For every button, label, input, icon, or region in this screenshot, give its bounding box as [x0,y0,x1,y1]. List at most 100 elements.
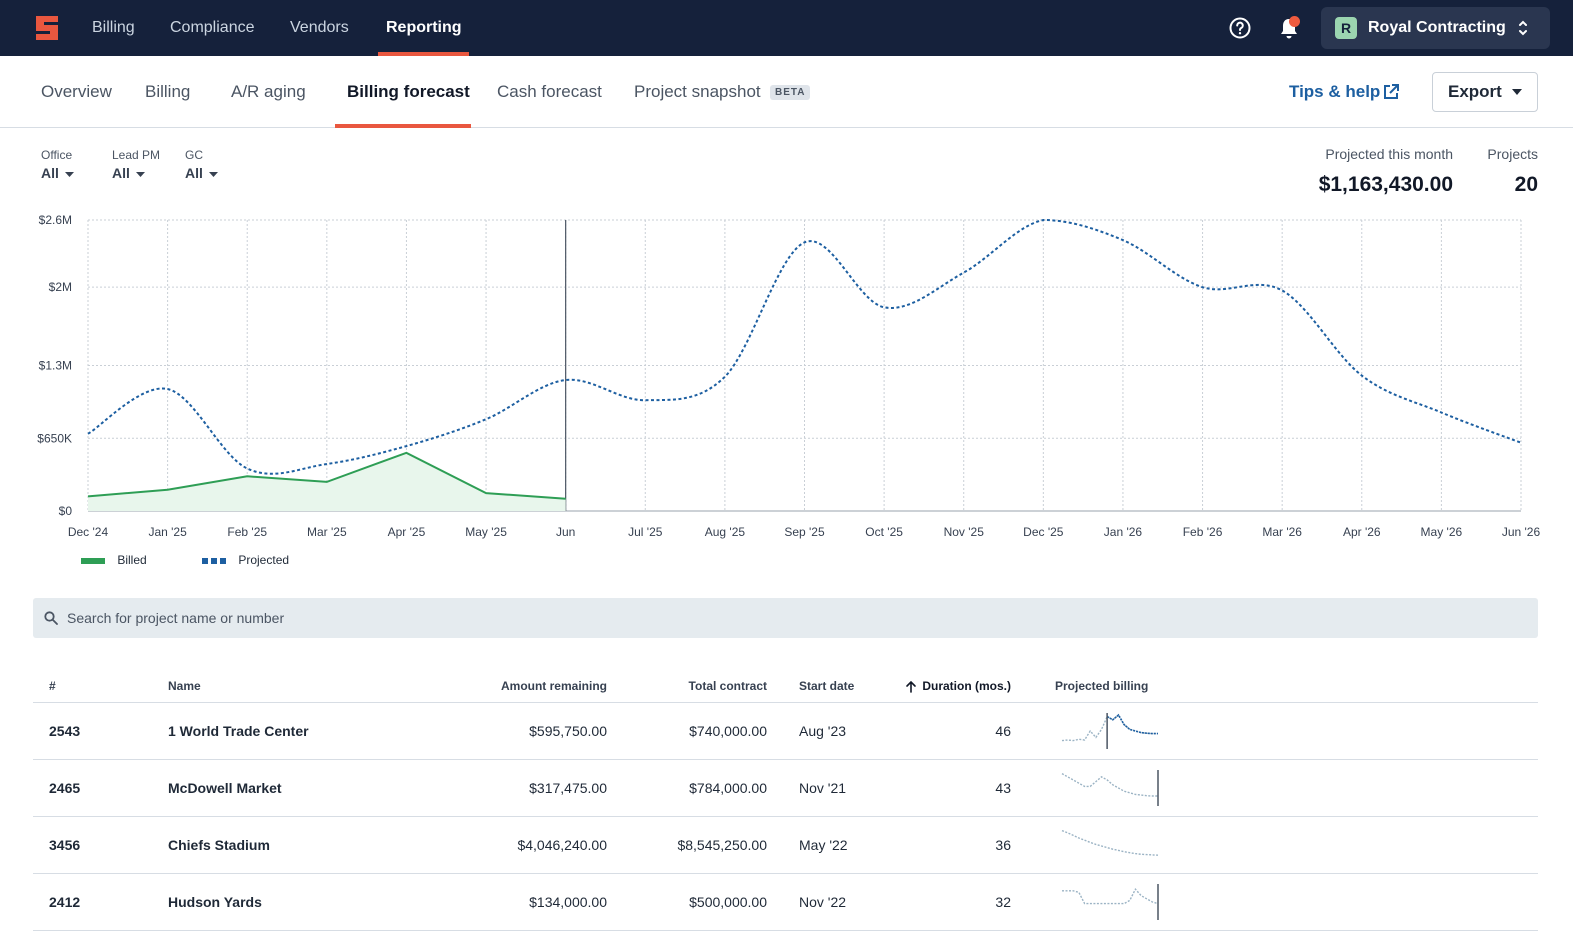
table-row[interactable]: 3456 Chiefs Stadium $4,046,240.00 $8,545,25… [33,817,1538,874]
cell-project-name: McDowell Market [168,780,282,796]
org-avatar: R [1335,17,1357,39]
cell-amount-remaining: $4,046,240.00 [517,837,607,853]
column-header-amount-remaining[interactable]: Amount remaining [500,679,607,693]
metric-projected-this-month: Projected this month $1,163,430.00 [1319,145,1453,199]
column-header-name[interactable]: Name [168,679,201,693]
tab-overview[interactable]: Overview [41,82,112,101]
column-header-projected-billing[interactable]: Projected billing [1055,679,1149,693]
sparkline-series [1062,887,1159,905]
metric-projects-value: 20 [1514,173,1538,196]
x-tick-label: Jul '25 [628,525,663,539]
table-row[interactable]: 2412 Hudson Yards $134,000.00 $500,000.00 No… [33,874,1538,931]
x-tick-label: Feb '25 [227,525,267,539]
filter-lead-pm[interactable]: Lead PM All [112,147,160,183]
help-icon[interactable] [1229,17,1251,39]
sparkline-series [1061,772,1158,797]
cell-duration: 32 [995,894,1011,910]
x-tick-label: Dec '24 [68,525,109,539]
table-row[interactable]: 2543 1 World Trade Center $595,750.00 $740,… [33,703,1538,760]
x-tick-label: Aug '25 [705,525,746,539]
export-button[interactable]: Export [1432,72,1538,112]
billed-swatch-icon [81,557,105,564]
legend-billed-label: Billed [117,553,147,567]
cell-project-name: 1 World Trade Center [168,723,309,739]
topnav-vendors[interactable]: Vendors [290,19,349,36]
tips-help-link[interactable]: Tips & help [1289,82,1381,101]
y-tick-label: $2.6M [39,213,72,227]
y-tick-label: $650K [37,431,72,445]
caret-down-icon [135,171,145,177]
filter-gc-label: GC [185,148,203,162]
filter-gc-value[interactable]: All [185,163,218,183]
sparkline-series [1061,829,1159,856]
topnav-billing[interactable]: Billing [92,19,135,36]
x-tick-label: Jun '26 [1502,525,1541,539]
caret-down-icon [208,171,218,177]
cell-duration: 43 [995,780,1011,796]
tab-project-snapshot[interactable]: Project snapshot [634,82,761,101]
external-link-icon[interactable] [1382,83,1400,101]
filter-lead-pm-value[interactable]: All [112,163,160,183]
projected-billing-sparkline [1061,713,1158,749]
x-tick-label: Apr '26 [1343,525,1381,539]
table-row[interactable]: 2465 McDowell Market $317,475.00 $784,000.0… [33,760,1538,817]
org-name: Royal Contracting [1368,19,1506,36]
tab-billing[interactable]: Billing [145,82,191,101]
cell-amount-remaining: $134,000.00 [529,894,607,910]
cell-total-contract: $740,000.00 [689,723,767,739]
cell-amount-remaining: $317,475.00 [529,780,607,796]
topnav-active-indicator [378,52,469,56]
legend-projected: Projected [202,553,289,567]
metric-projected-value: $1,163,430.00 [1318,173,1453,196]
x-tick-label: Oct '25 [865,525,903,539]
filter-office[interactable]: Office All [41,147,74,183]
x-tick-label: Apr '25 [388,525,426,539]
cell-project-number: 3456 [49,837,81,853]
x-tick-label: Jun [556,525,575,539]
organization-switcher[interactable]: R Royal Contracting [1321,7,1550,49]
cell-duration: 36 [995,837,1011,853]
tab-ar-aging[interactable]: A/R aging [231,82,306,101]
filter-office-label: Office [41,148,73,162]
column-header-number[interactable]: # [49,679,56,693]
billed-series-line [87,451,566,500]
filter-lead-pm-label: Lead PM [112,148,161,162]
cell-project-name: Chiefs Stadium [168,837,270,853]
x-tick-label: Nov '25 [944,525,985,539]
x-tick-label: Jan '25 [148,525,187,539]
top-navigation-bar: Billing Compliance Vendors Reporting R R… [0,0,1573,56]
chevron-up-down-icon [1519,20,1527,36]
cell-start-date: Nov '21 [799,780,847,796]
x-tick-label: Sep '25 [784,525,825,539]
column-header-total-contract[interactable]: Total contract [688,679,767,693]
projected-swatch-icon [202,557,226,564]
tab-cash-forecast[interactable]: Cash forecast [497,82,602,101]
cell-amount-remaining: $595,750.00 [529,723,607,739]
x-tick-label: Mar '26 [1262,525,1302,539]
cell-project-number: 2465 [49,780,81,796]
filter-office-value[interactable]: All [41,163,74,183]
topnav-compliance[interactable]: Compliance [170,19,255,36]
tab-billing-forecast[interactable]: Billing forecast [347,82,470,101]
cell-start-date: Aug '23 [799,723,847,739]
legend-billed: Billed [81,553,147,567]
x-tick-label: Feb '26 [1183,525,1223,539]
projected-billing-sparkline [1061,829,1159,856]
cell-project-number: 2412 [49,894,81,910]
metric-projects-label: Projects [1487,146,1538,162]
metric-projected-label: Projected this month [1325,146,1453,162]
caret-down-icon [64,171,74,177]
filter-gc[interactable]: GC All [185,147,218,183]
x-tick-label: Jan '26 [1104,525,1143,539]
sort-ascending-arrow-icon[interactable] [905,680,917,693]
topnav-reporting[interactable]: Reporting [386,19,462,36]
x-tick-label: May '25 [465,525,507,539]
search-input[interactable] [67,598,1527,638]
x-tick-label: Mar '25 [307,525,347,539]
column-header-duration[interactable]: Duration (mos.) [922,679,1011,693]
y-tick-label: $1.3M [39,359,72,373]
siteline-logo-icon[interactable] [32,13,62,43]
project-search[interactable] [33,598,1538,638]
cell-project-number: 2543 [49,723,81,739]
column-header-start-date[interactable]: Start date [799,679,855,693]
